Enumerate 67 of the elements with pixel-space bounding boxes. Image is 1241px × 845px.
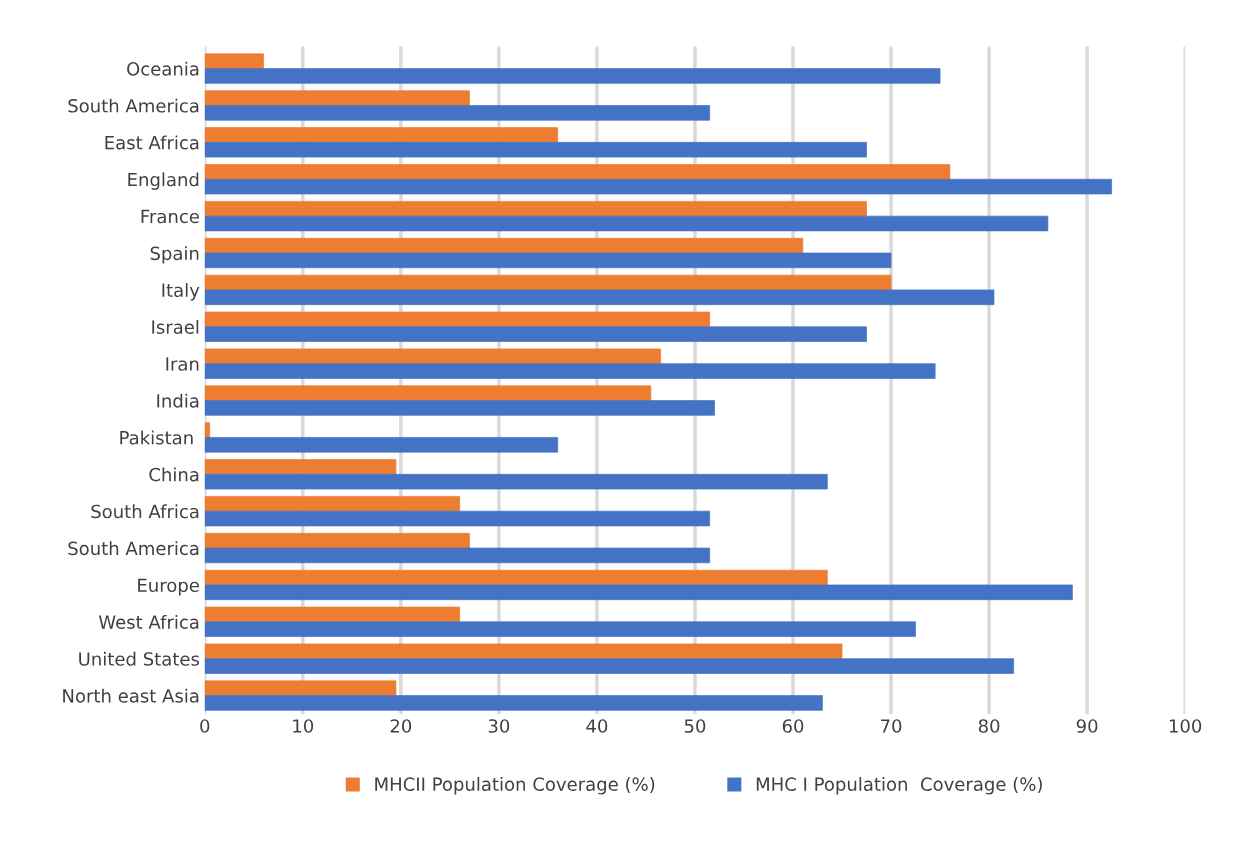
bar [204, 584, 1073, 601]
bar [204, 68, 941, 84]
bar [204, 178, 1112, 195]
bar [204, 606, 461, 623]
y-tick-label: North east Asia [63, 688, 199, 703]
bar [204, 237, 804, 254]
y-tick-label: Spain [150, 246, 199, 264]
y-tick-label: South America [68, 98, 199, 113]
bar [204, 510, 711, 527]
x-tick-label: 30 [488, 719, 510, 733]
bar [204, 473, 828, 490]
x-tick-label: 0 [200, 719, 210, 733]
x-tick-label: 20 [390, 719, 412, 733]
bar [204, 658, 1014, 674]
y-tick-label: India [157, 393, 199, 408]
bar [204, 422, 211, 438]
bar [204, 459, 397, 475]
x-tick-label: 50 [684, 719, 706, 733]
bar [204, 105, 711, 121]
bar [204, 643, 843, 660]
x-tick-label: 80 [978, 719, 1000, 733]
y-tick-label: England [128, 172, 199, 190]
bar [204, 274, 892, 291]
y-tick-label: Iran [166, 357, 199, 371]
bar [204, 142, 867, 158]
legend-label: MHCII Population Coverage (%) [375, 777, 655, 795]
legend-label: MHC I Population Coverage (%) [756, 777, 1042, 795]
y-tick-label: Italy [162, 283, 200, 301]
bar [204, 53, 264, 69]
bar [204, 621, 916, 637]
bar [204, 680, 397, 696]
bar [204, 201, 867, 217]
x-tick-label: 100 [1169, 719, 1202, 733]
y-tick-label: United States [79, 651, 200, 666]
bar [204, 496, 461, 512]
bar [204, 311, 711, 328]
y-tick-label: Oceania [127, 61, 199, 76]
x-tick-label: 10 [293, 719, 314, 733]
x-tick-label: 40 [586, 719, 608, 733]
y-tick-label: West Africa [98, 614, 199, 629]
y-tick-label: France [141, 209, 199, 224]
x-tick-label: 90 [1076, 719, 1098, 733]
bar [204, 363, 936, 379]
bar [204, 437, 559, 453]
bar [204, 127, 559, 143]
y-tick-label: South Africa [91, 504, 199, 519]
bar [204, 400, 715, 416]
y-tick-label: Europe [138, 578, 199, 596]
bar [204, 326, 867, 342]
bar [204, 252, 892, 269]
bar [204, 695, 823, 711]
bar [204, 569, 828, 586]
bar [204, 90, 470, 106]
bar [204, 289, 995, 305]
y-tick-label: Pakistan [120, 430, 193, 445]
y-tick-label: South America [68, 541, 199, 556]
bar [204, 532, 470, 549]
x-tick-label: 70 [881, 719, 902, 733]
x-tick-label: 60 [782, 719, 804, 733]
bar [204, 348, 661, 364]
bar [204, 215, 1049, 232]
bar [204, 164, 951, 180]
y-tick-label: China [149, 467, 199, 482]
bar [204, 385, 652, 401]
y-tick-label: Israel [152, 319, 199, 334]
y-tick-label: East Africa [105, 135, 199, 150]
bar [204, 547, 711, 564]
